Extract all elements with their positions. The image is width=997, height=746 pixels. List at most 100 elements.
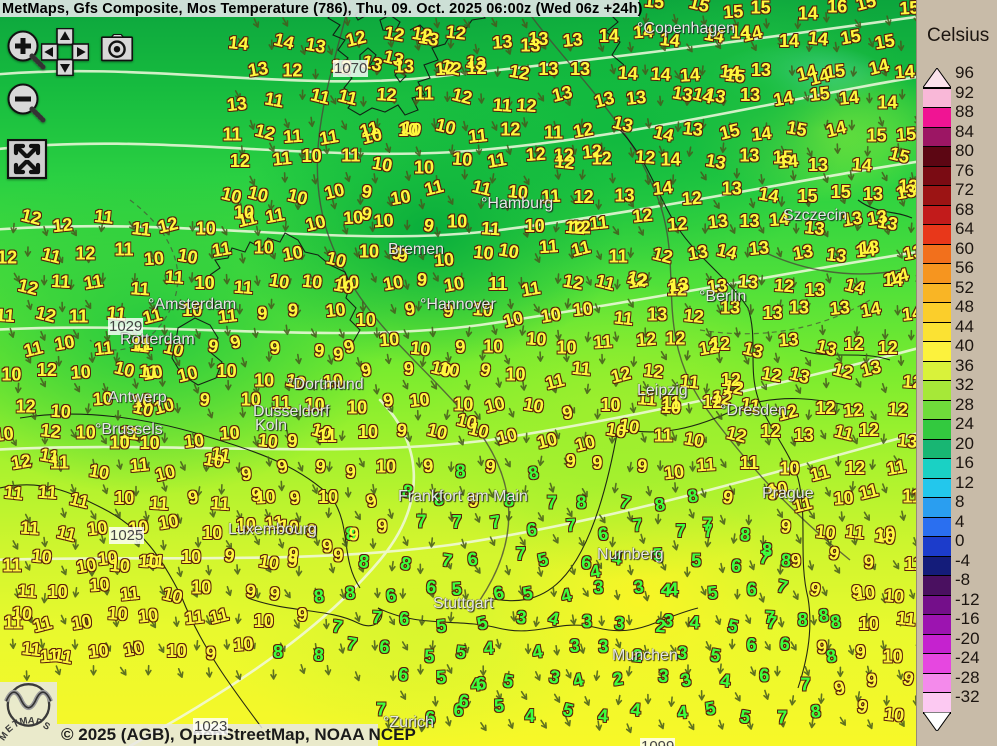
svg-text:7: 7 — [775, 576, 790, 598]
svg-text:11: 11 — [808, 461, 831, 485]
svg-text:9: 9 — [808, 579, 823, 601]
svg-text:14: 14 — [901, 303, 916, 325]
svg-text:10: 10 — [535, 429, 559, 453]
svg-text:9: 9 — [333, 545, 343, 565]
svg-text:13: 13 — [866, 206, 889, 229]
svg-text:11: 11 — [422, 176, 445, 200]
svg-text:14: 14 — [272, 29, 296, 53]
svg-text:10: 10 — [257, 551, 280, 574]
svg-text:13: 13 — [788, 363, 812, 387]
svg-text:12: 12 — [760, 363, 783, 386]
svg-text:6: 6 — [759, 665, 769, 685]
svg-text:11: 11 — [149, 493, 169, 514]
svg-text:10: 10 — [88, 460, 111, 483]
svg-text:11: 11 — [902, 486, 916, 506]
svg-text:5: 5 — [704, 698, 717, 719]
svg-text:9: 9 — [478, 359, 493, 381]
svg-text:8: 8 — [273, 642, 283, 662]
svg-text:10: 10 — [505, 364, 525, 384]
svg-text:5: 5 — [435, 667, 446, 688]
svg-text:5: 5 — [707, 582, 719, 603]
svg-text:12: 12 — [878, 338, 898, 358]
svg-text:10: 10 — [196, 218, 216, 238]
svg-text:8: 8 — [686, 485, 699, 506]
svg-text:11: 11 — [696, 454, 716, 475]
svg-text:14: 14 — [824, 117, 848, 141]
svg-text:12: 12 — [643, 360, 665, 382]
svg-text:10: 10 — [378, 329, 399, 350]
svg-text:12: 12 — [831, 359, 855, 383]
svg-text:7: 7 — [800, 675, 810, 695]
svg-text:4: 4 — [689, 612, 700, 633]
svg-text:10: 10 — [501, 307, 525, 331]
svg-text:13: 13 — [778, 329, 799, 350]
svg-text:11: 11 — [857, 480, 880, 504]
svg-text:9: 9 — [223, 545, 236, 566]
svg-text:9: 9 — [832, 677, 847, 699]
svg-text:10: 10 — [409, 338, 431, 360]
svg-text:9: 9 — [245, 581, 256, 602]
svg-text:11: 11 — [114, 240, 133, 260]
svg-text:11: 11 — [544, 123, 563, 143]
svg-text:9: 9 — [251, 485, 261, 505]
svg-text:12: 12 — [383, 22, 406, 45]
svg-text:10: 10 — [382, 272, 405, 295]
svg-text:12: 12 — [0, 248, 17, 268]
svg-text:12: 12 — [815, 398, 835, 418]
svg-text:6: 6 — [467, 549, 479, 570]
svg-text:15: 15 — [824, 60, 846, 82]
svg-text:11: 11 — [37, 482, 57, 503]
svg-text:4: 4 — [546, 608, 561, 630]
svg-text:13: 13 — [741, 338, 765, 362]
svg-text:12: 12 — [626, 269, 649, 292]
svg-text:10: 10 — [874, 525, 897, 548]
svg-text:13: 13 — [740, 85, 760, 105]
svg-text:10: 10 — [883, 704, 905, 726]
svg-text:10: 10 — [217, 361, 237, 381]
svg-text:6: 6 — [746, 635, 756, 655]
svg-text:7: 7 — [766, 612, 778, 633]
svg-text:10: 10 — [442, 273, 465, 296]
svg-text:7: 7 — [516, 544, 526, 564]
svg-text:10: 10 — [161, 583, 185, 607]
svg-text:10: 10 — [683, 428, 706, 451]
svg-text:4: 4 — [630, 699, 642, 720]
svg-text:12: 12 — [681, 188, 702, 209]
svg-text:9: 9 — [297, 605, 307, 625]
svg-text:10: 10 — [254, 237, 274, 257]
svg-text:10: 10 — [389, 186, 412, 209]
svg-text:9: 9 — [206, 643, 216, 663]
svg-text:10: 10 — [31, 546, 53, 568]
svg-text:12: 12 — [609, 363, 633, 387]
svg-text:14: 14 — [779, 31, 799, 51]
svg-text:3: 3 — [570, 636, 580, 656]
svg-text:12: 12 — [773, 275, 794, 296]
svg-text:10: 10 — [176, 245, 199, 268]
svg-text:10: 10 — [663, 461, 685, 483]
svg-text:9: 9 — [637, 456, 648, 477]
svg-text:9: 9 — [287, 550, 298, 571]
svg-text:10: 10 — [86, 517, 108, 539]
svg-text:14: 14 — [877, 93, 897, 113]
svg-text:9: 9 — [346, 462, 356, 482]
svg-text:14: 14 — [661, 150, 681, 170]
svg-text:10: 10 — [302, 146, 322, 166]
svg-text:13: 13 — [682, 118, 704, 140]
svg-text:12: 12 — [52, 214, 74, 236]
svg-text:11: 11 — [207, 604, 230, 628]
svg-text:15: 15 — [895, 124, 916, 145]
svg-text:9: 9 — [377, 516, 387, 536]
svg-text:9: 9 — [333, 344, 344, 365]
svg-text:4: 4 — [483, 638, 494, 659]
svg-text:10: 10 — [833, 487, 854, 508]
svg-text:10: 10 — [483, 393, 507, 417]
svg-text:10: 10 — [112, 357, 136, 381]
svg-text:14: 14 — [855, 239, 877, 261]
svg-text:5: 5 — [536, 549, 551, 571]
svg-text:14: 14 — [652, 122, 676, 146]
svg-text:11: 11 — [145, 550, 166, 572]
svg-text:14: 14 — [851, 154, 872, 175]
svg-text:15: 15 — [873, 30, 896, 53]
svg-text:12: 12 — [571, 217, 591, 237]
svg-text:7: 7 — [440, 550, 453, 571]
